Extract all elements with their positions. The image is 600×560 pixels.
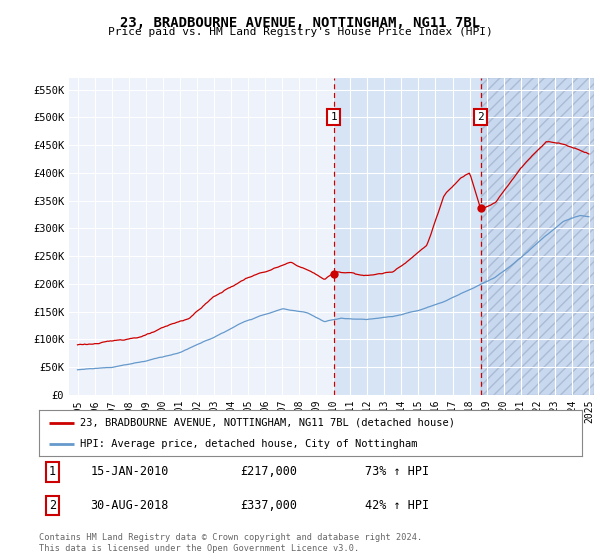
Bar — [481, 78, 594, 395]
Text: 30-AUG-2018: 30-AUG-2018 — [91, 499, 169, 512]
Text: Contains HM Land Registry data © Crown copyright and database right 2024.
This d: Contains HM Land Registry data © Crown c… — [39, 533, 422, 553]
Text: 73% ↑ HPI: 73% ↑ HPI — [365, 465, 429, 478]
Text: £217,000: £217,000 — [240, 465, 297, 478]
Text: 23, BRADBOURNE AVENUE, NOTTINGHAM, NG11 7BL (detached house): 23, BRADBOURNE AVENUE, NOTTINGHAM, NG11 … — [80, 418, 455, 428]
Text: 1: 1 — [49, 465, 56, 478]
Text: 1: 1 — [331, 112, 337, 122]
Text: Price paid vs. HM Land Registry's House Price Index (HPI): Price paid vs. HM Land Registry's House … — [107, 27, 493, 37]
Text: 23, BRADBOURNE AVENUE, NOTTINGHAM, NG11 7BL: 23, BRADBOURNE AVENUE, NOTTINGHAM, NG11 … — [120, 16, 480, 30]
Text: 2: 2 — [49, 499, 56, 512]
Bar — [334, 78, 481, 395]
Text: HPI: Average price, detached house, City of Nottingham: HPI: Average price, detached house, City… — [80, 439, 417, 449]
Text: 42% ↑ HPI: 42% ↑ HPI — [365, 499, 429, 512]
Text: £337,000: £337,000 — [240, 499, 297, 512]
Text: 15-JAN-2010: 15-JAN-2010 — [91, 465, 169, 478]
Bar — [481, 78, 594, 395]
Text: 2: 2 — [478, 112, 484, 122]
